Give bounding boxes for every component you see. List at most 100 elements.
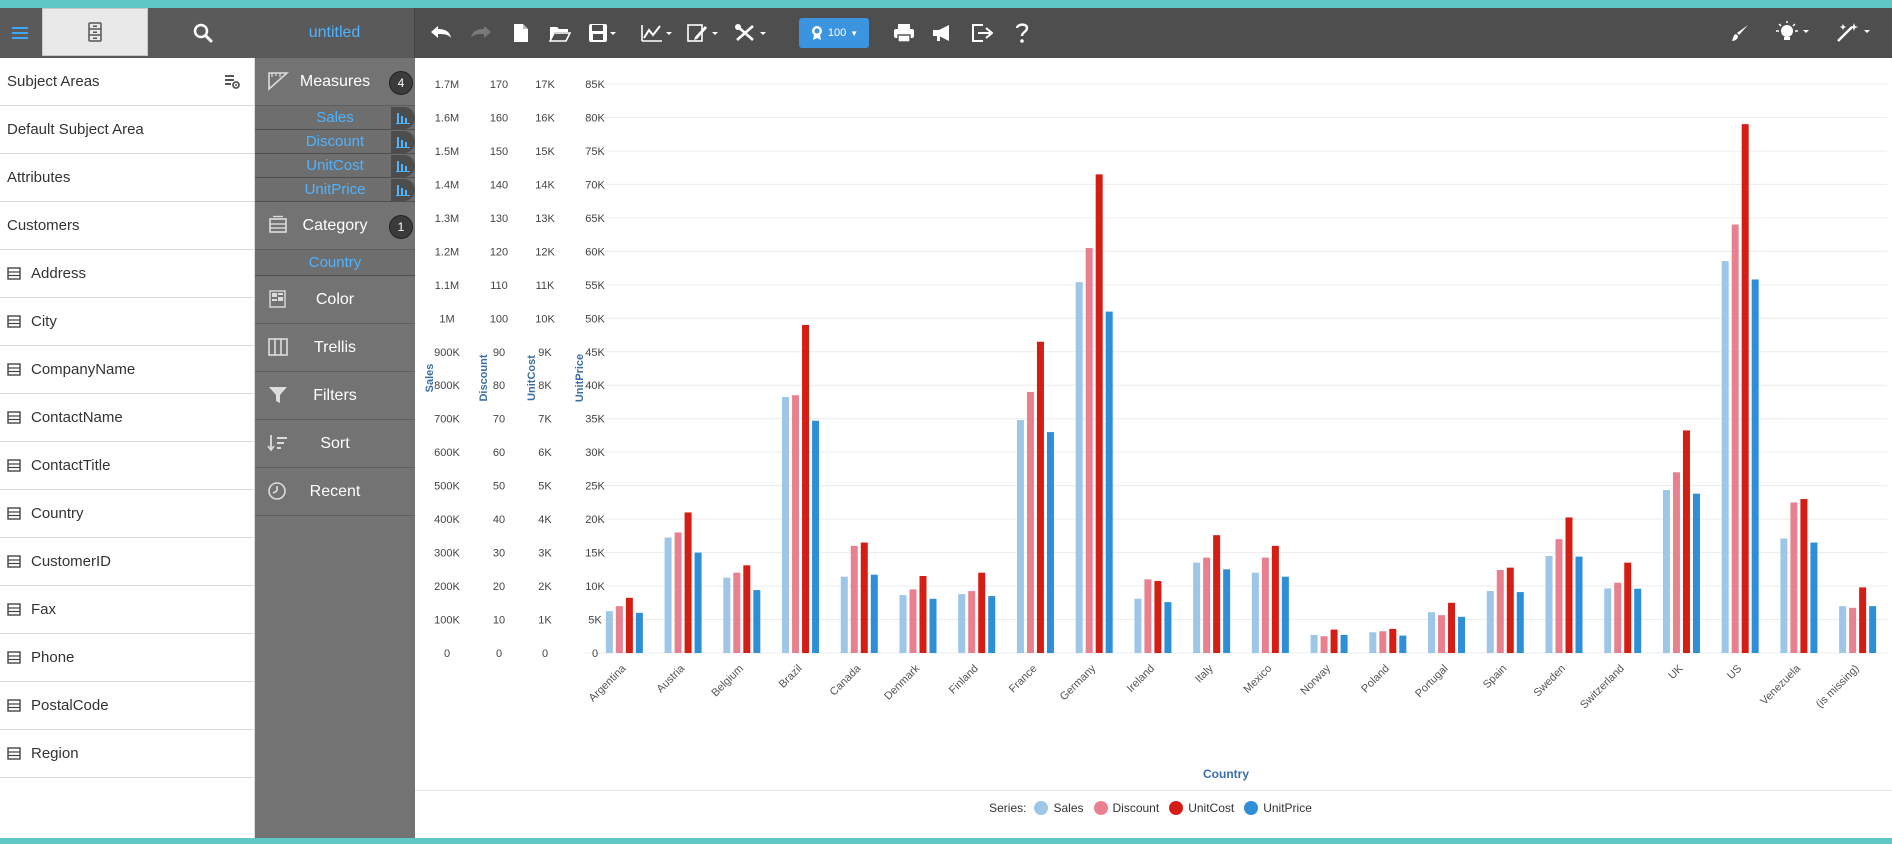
field-item[interactable]: PostalCode: [0, 682, 254, 730]
bar-discount: [1731, 224, 1739, 653]
field-item[interactable]: Region: [0, 730, 254, 778]
x-axis-tick-label: Brazil: [777, 663, 805, 691]
bar-unitcost: [860, 542, 868, 653]
row-limit-dropdown[interactable]: 100 ▼: [799, 18, 869, 48]
legend-item-discount[interactable]: Discount: [1093, 801, 1159, 815]
y-axis-tick-label: 130: [490, 213, 508, 225]
open-folder-icon: [549, 27, 571, 42]
legend-item-sales[interactable]: Sales: [1034, 801, 1084, 815]
field-item[interactable]: ContactTitle: [0, 442, 254, 490]
measure-chip-sales[interactable]: Sales: [255, 106, 415, 130]
bar-unitprice: [1458, 616, 1466, 653]
chart-type-button[interactable]: [637, 8, 677, 58]
redo-button[interactable]: [463, 8, 499, 58]
new-document-button[interactable]: [503, 8, 539, 58]
edit-button[interactable]: [683, 8, 723, 58]
bar-sales: [1193, 562, 1201, 653]
field-item[interactable]: CompanyName: [0, 346, 254, 394]
bar-chart-icon[interactable]: [391, 179, 415, 201]
category-chip-country[interactable]: Country: [255, 250, 415, 276]
undo-button[interactable]: [423, 8, 459, 58]
measure-chip-unitprice[interactable]: UnitPrice: [255, 178, 415, 202]
tools-button[interactable]: [729, 8, 773, 58]
trellis-section[interactable]: Trellis: [255, 324, 415, 372]
bar-chart-icon[interactable]: [391, 131, 415, 153]
attributes-item[interactable]: Attributes: [0, 154, 254, 202]
export-button[interactable]: [963, 8, 1001, 58]
customers-item[interactable]: Customers: [0, 202, 254, 250]
color-section[interactable]: Color: [255, 276, 415, 324]
bar-sales: [723, 577, 731, 653]
bar-unitprice: [1634, 588, 1642, 653]
y-axis-tick-label: 1.7M: [435, 79, 459, 91]
bar-discount: [1555, 539, 1563, 653]
report-title[interactable]: untitled: [255, 8, 415, 58]
subject-area-settings-icon[interactable]: [224, 74, 240, 93]
y-axis-tick-label: 6K: [538, 447, 552, 459]
bar-sales: [1310, 634, 1318, 653]
field-item[interactable]: Country: [0, 490, 254, 538]
recent-section[interactable]: Recent: [255, 468, 415, 516]
bar-discount: [909, 589, 917, 653]
bar-sales: [1839, 606, 1847, 653]
x-axis-tick-label: Argentina: [587, 662, 629, 704]
y-axis-tick-label: 70K: [585, 179, 605, 191]
y-axis-tick-label: 600K: [434, 447, 460, 459]
legend-swatch-unitprice: [1244, 801, 1259, 815]
x-axis-tick-label: US: [1725, 663, 1744, 682]
x-axis-tick-label: Ireland: [1125, 663, 1157, 695]
y-axis-tick-label: 0: [444, 648, 450, 660]
sort-section[interactable]: Sort: [255, 420, 415, 468]
category-section[interactable]: Category 1: [255, 202, 415, 250]
bar-chart-icon[interactable]: [391, 107, 415, 129]
save-icon: [589, 24, 616, 42]
bar-unitcost: [1271, 545, 1279, 653]
field-item[interactable]: Fax: [0, 586, 254, 634]
field-item[interactable]: ContactName: [0, 394, 254, 442]
field-item[interactable]: Address: [0, 250, 254, 298]
open-button[interactable]: [541, 8, 579, 58]
data-source-button[interactable]: [42, 8, 148, 56]
measure-chip-discount[interactable]: Discount: [255, 130, 415, 154]
bar-discount: [1614, 582, 1622, 653]
bar-unitcost: [1859, 587, 1867, 653]
search-button[interactable]: [150, 8, 255, 58]
legend-item-unitcost[interactable]: UnitCost: [1169, 801, 1234, 815]
measure-chip-unitcost[interactable]: UnitCost: [255, 154, 415, 178]
hamburger-menu-icon[interactable]: [0, 8, 40, 58]
bar-chart-icon[interactable]: [391, 155, 415, 177]
row-limit-value: 100: [827, 27, 847, 39]
bar-discount: [1026, 391, 1034, 653]
help-button[interactable]: [1003, 8, 1041, 58]
save-button[interactable]: [583, 8, 623, 58]
bar-sales: [1075, 282, 1083, 653]
x-axis-tick-label: Switzerland: [1578, 663, 1627, 712]
legend-item-unitprice[interactable]: UnitPrice: [1244, 801, 1312, 815]
measures-section[interactable]: Measures 4: [255, 58, 415, 106]
y-axis-tick-label: 10: [493, 615, 505, 627]
bar-sales: [605, 611, 613, 653]
field-item[interactable]: Phone: [0, 634, 254, 682]
measures-label: Measures: [299, 72, 371, 90]
bar-discount: [1203, 557, 1211, 653]
field-icon: [7, 362, 23, 377]
y-axis-tick-label: 0: [542, 648, 548, 660]
insights-button[interactable]: [1767, 8, 1819, 58]
filters-label: Filters: [313, 386, 357, 404]
bar-sales: [1428, 612, 1436, 653]
field-item[interactable]: City: [0, 298, 254, 346]
print-button[interactable]: [885, 8, 923, 58]
y-axis-tick-label: 70: [493, 414, 505, 426]
bar-discount: [615, 606, 623, 653]
chart-legend: Series: Sales Discount UnitCost UnitPric…: [415, 798, 1892, 818]
field-item[interactable]: CustomerID: [0, 538, 254, 586]
brush-button[interactable]: [1720, 8, 1760, 58]
bar-unitcost: [1036, 341, 1044, 653]
y-axis-tick-label: 120: [490, 246, 508, 258]
y-axis-tick-label: 150: [490, 146, 508, 158]
filters-section[interactable]: Filters: [255, 372, 415, 420]
default-subject-area-item[interactable]: Default Subject Area: [0, 106, 254, 154]
magic-button[interactable]: [1828, 8, 1880, 58]
y-axis-tick-label: 0: [496, 648, 502, 660]
announce-button[interactable]: [923, 8, 961, 58]
